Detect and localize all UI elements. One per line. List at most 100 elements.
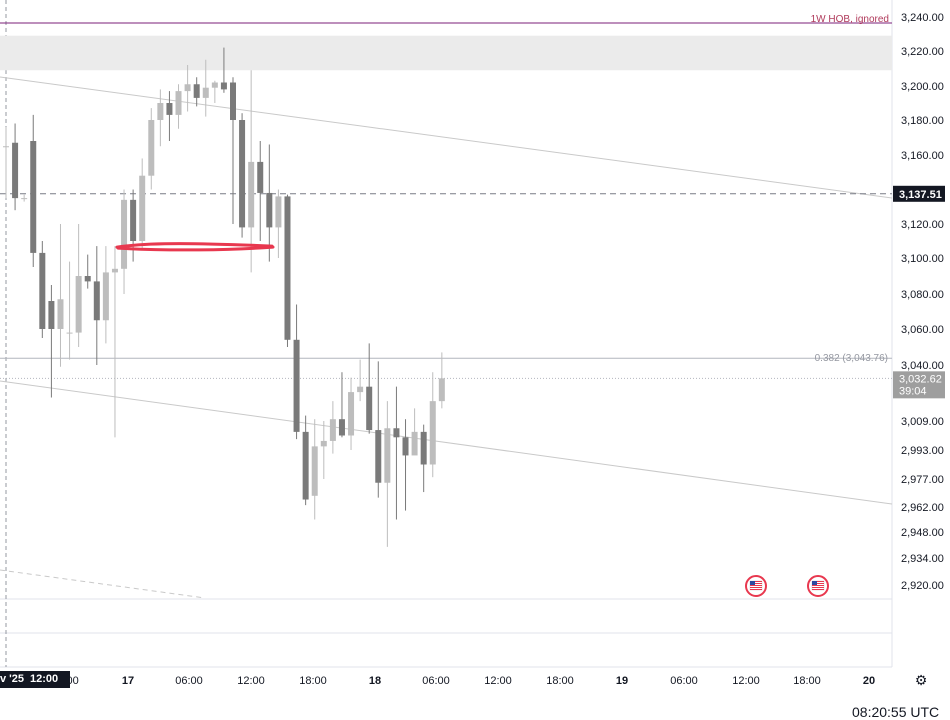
candle-body [184, 84, 191, 92]
candle-body [75, 276, 82, 333]
candle-body [429, 401, 436, 465]
time-tick-label: 18 [369, 675, 381, 687]
price-tick-label: 2,977.00 [901, 474, 944, 486]
time-tick-label: 12:00 [484, 675, 512, 687]
candle-body [438, 378, 445, 402]
candle-body [12, 142, 19, 199]
candle-body [357, 386, 364, 393]
time-tick-label: 06:00 [422, 675, 450, 687]
time-tick-label: 06:00 [670, 675, 698, 687]
candle-body [111, 268, 118, 273]
crosshair-time-tag: v '25 12:00 [0, 671, 71, 688]
bar-countdown: 39:04 [899, 385, 927, 397]
candle-body [230, 82, 236, 120]
flag-stripe [750, 581, 762, 582]
price-tick-label: 2,962.00 [901, 502, 944, 514]
price-tick-label: 3,180.00 [901, 115, 944, 127]
candle-body [193, 84, 200, 98]
utc-clock: 08:20:55 UTC [852, 704, 940, 720]
time-tick-label: 06:00 [175, 675, 203, 687]
time-tick-label: 18:00 [793, 675, 821, 687]
time-tick-label: 12:00 [732, 675, 760, 687]
candle-body [420, 431, 427, 465]
corner-tag-time: 12:00 [30, 673, 59, 685]
candle-body [320, 440, 327, 447]
candle-body [157, 103, 164, 120]
price-tick-label: 3,060.00 [901, 324, 944, 336]
candle-body [57, 299, 64, 329]
price-tick-label: 2,920.00 [901, 580, 944, 592]
gear-icon[interactable]: ⚙ [914, 672, 928, 688]
flag-stripe [750, 585, 762, 586]
flag-stripe [750, 589, 762, 590]
time-tick-label: 17 [122, 675, 134, 687]
candle-body [175, 91, 182, 115]
candle-body [148, 120, 155, 176]
last-price-value: 3,032.62 [899, 373, 942, 385]
flag-canton [812, 581, 817, 585]
corner-tag-date: v '25 [0, 673, 25, 685]
order-block-label: 1W HOB, ignored [811, 14, 889, 25]
candle-body [248, 161, 255, 228]
price-tick-label: 2,993.00 [901, 445, 944, 457]
price-tick-label: 2,934.00 [901, 553, 944, 565]
time-tick-label: 12:00 [237, 675, 265, 687]
candle-body [284, 196, 291, 340]
candle-body [139, 175, 146, 241]
candle-body [21, 198, 28, 200]
trendline-lower [0, 380, 893, 505]
price-tick-label: 3,100.00 [901, 253, 944, 265]
trendline-dashed [0, 569, 206, 599]
flag-stripe [812, 587, 824, 588]
candle-body [66, 332, 73, 334]
highlight-stroke [115, 242, 275, 252]
flag-stripe [812, 583, 824, 584]
flag-stripe [750, 583, 762, 584]
price-tick-label: 3,009.00 [901, 416, 944, 428]
candle-body [102, 272, 109, 321]
candle-body [366, 386, 373, 431]
price-badge [893, 185, 945, 202]
candle-body [239, 120, 246, 228]
candle-body [166, 103, 173, 115]
flag-canton [750, 581, 755, 585]
candle-body [402, 437, 409, 456]
fib-level-label: 0.382 (3,043.76) [815, 353, 888, 364]
candle-body [384, 428, 391, 483]
price-tick-label: 3,220.00 [901, 46, 944, 58]
candle-body [393, 428, 400, 438]
flag-stripe [750, 587, 762, 588]
candle-body [202, 87, 209, 98]
candle-body [121, 199, 128, 269]
last-price-badge [893, 371, 945, 399]
time-tick-label: 18:00 [299, 675, 327, 687]
candle-body [329, 419, 336, 441]
price-tick-label: 3,080.00 [901, 289, 944, 301]
price-tick-label: 3,200.00 [901, 81, 944, 93]
candle-body [3, 146, 9, 148]
trendline-upper [0, 76, 893, 199]
candle-body [348, 392, 355, 436]
time-tick-label: 18:00 [546, 675, 574, 687]
candle-body [293, 339, 300, 432]
candle-body [311, 446, 318, 496]
price-tick-label: 2,948.00 [901, 527, 944, 539]
candle-body [130, 199, 137, 241]
time-tick-label: 20 [863, 675, 875, 687]
candle-body [275, 196, 282, 228]
candle-body [375, 430, 382, 483]
candle-body [220, 82, 227, 90]
flag-stripe [812, 585, 824, 586]
candle-body [39, 252, 46, 329]
flag-stripe [812, 581, 824, 582]
time-tick-label: 19 [616, 675, 628, 687]
candle-body [411, 431, 418, 456]
price-tick-label: 3,040.00 [901, 360, 944, 372]
price-badge-value: 3,137.51 [899, 189, 942, 201]
candle-body [93, 281, 100, 321]
candle-body [302, 431, 309, 500]
flag-stripe [812, 589, 824, 590]
candle-body [257, 161, 264, 193]
